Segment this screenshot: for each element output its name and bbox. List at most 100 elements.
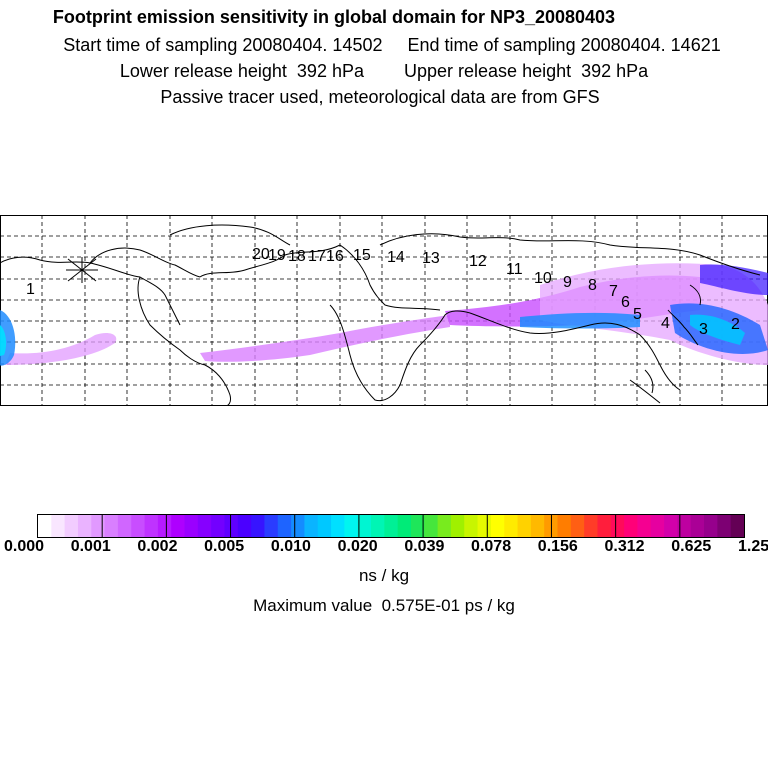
colorbar-cell [157, 515, 172, 537]
colorbar-cell [277, 515, 292, 537]
colorbar-tick-label: 0.002 [137, 538, 178, 555]
colorbar-cell [437, 515, 452, 537]
end-time: End time of sampling 20080404. 14621 [407, 35, 721, 55]
track-label: 18 [288, 248, 306, 265]
colorbar-cell [51, 515, 66, 537]
colorbar-tick-label: 0.625 [671, 538, 712, 555]
track-label: 19 [268, 247, 286, 264]
colorbar [37, 514, 745, 538]
colorbar-cell [450, 515, 465, 537]
colorbar-cell [291, 515, 306, 537]
colorbar-cell [344, 515, 359, 537]
colorbar-tick-label: 0.010 [270, 538, 311, 555]
colorbar-cell [317, 515, 332, 537]
tracer-note: Passive tracer used, meteorological data… [160, 87, 600, 107]
track-label: 7 [609, 283, 618, 300]
colorbar-cell [610, 515, 625, 537]
upper-release-height: Upper release height 392 hPa [404, 61, 649, 81]
colorbar-cell [104, 515, 119, 537]
track-label: 16 [326, 248, 344, 265]
track-label: 15 [353, 247, 371, 264]
colorbar-cell [184, 515, 199, 537]
colorbar-cell [251, 515, 266, 537]
colorbar-cell [424, 515, 439, 537]
track-label: 12 [469, 253, 487, 270]
emission-plume [0, 263, 768, 366]
colorbar-cell [557, 515, 572, 537]
colorbar-cell [197, 515, 212, 537]
colorbar-cell [264, 515, 279, 537]
colorbar-cell [597, 515, 612, 537]
colorbar-cell [91, 515, 106, 537]
track-label: 4 [661, 315, 670, 332]
colorbar-tick-label: 0.020 [337, 538, 378, 555]
colorbar-cell [584, 515, 599, 537]
colorbar-cell [64, 515, 79, 537]
sampling-times: Start time of sampling 20080404. 14502 E… [8, 34, 768, 56]
track-label: 8 [588, 277, 597, 294]
track-label: 10 [534, 270, 552, 287]
colorbar-cell [144, 515, 159, 537]
release-heights: Lower release height 392 hPa Upper relea… [0, 60, 768, 82]
colorbar-ticks [101, 515, 681, 537]
colorbar-tick-label: 0.078 [471, 538, 512, 555]
track-label: 13 [422, 250, 440, 267]
colorbar-cell [410, 515, 425, 537]
world-map: 1 2 3 4 5 6 7 8 9 10 11 12 13 14 15 16 1… [0, 215, 768, 406]
colorbar-cell [211, 515, 226, 537]
track-label: 11 [506, 261, 523, 278]
track-label: 2 [731, 316, 740, 333]
colorbar-cell [730, 515, 745, 537]
trajectory-labels: 1 2 3 4 5 6 7 8 9 10 11 12 13 14 15 16 1… [26, 246, 740, 338]
colorbar-cell [371, 515, 385, 537]
colorbar-cell [464, 515, 479, 537]
start-time: Start time of sampling 20080404. 14502 [63, 35, 383, 55]
colorbar-cell [717, 515, 732, 537]
colorbar-cell [570, 515, 585, 537]
colorbar-tick-label: 0.005 [204, 538, 245, 555]
colorbar-tick-label: 0.312 [604, 538, 645, 555]
colorbar-cell [384, 515, 399, 537]
colorbar-cell [517, 515, 532, 537]
track-label: 17 [308, 248, 326, 265]
colorbar-tick-label: 0.039 [404, 538, 445, 555]
colorbar-cell [357, 515, 372, 537]
colorbar-cell [38, 515, 52, 537]
track-label: 3 [699, 321, 708, 338]
colorbar-cell [624, 515, 639, 537]
colorbar-cell [171, 515, 186, 537]
colorbar-tick-label: 0.000 [3, 538, 45, 555]
colorbar-cell [664, 515, 678, 537]
release-site-marker [66, 257, 98, 283]
colorbar-cell [530, 515, 545, 537]
plot-title: Footprint emission sensitivity in global… [52, 7, 616, 27]
colorbar-cell [650, 515, 665, 537]
colorbar-cell [677, 515, 692, 537]
colorbar-cell [690, 515, 705, 537]
colorbar-cell [304, 515, 319, 537]
colorbar-cell [504, 515, 519, 537]
units-label: ns / kg [358, 566, 410, 585]
colorbar-cell [637, 515, 652, 537]
track-label: 6 [621, 294, 630, 311]
colorbar-cell [237, 515, 252, 537]
colorbar-frame [37, 514, 745, 538]
colorbar-cell [477, 515, 492, 537]
colorbar-cell [331, 515, 345, 537]
colorbar-cell [117, 515, 132, 537]
track-label: 9 [563, 274, 572, 291]
colorbar-tick-label: 1.250 [737, 538, 768, 555]
track-label: 1 [26, 281, 35, 298]
colorbar-tick-label: 0.001 [70, 538, 111, 555]
colorbar-cell [490, 515, 505, 537]
colorbar-cell [397, 515, 412, 537]
lower-release-height: Lower release height 392 hPa [119, 61, 364, 81]
colorbar-cell [131, 515, 146, 537]
colorbar-cell [704, 515, 718, 537]
track-label: 20 [252, 246, 270, 263]
colorbar-cell [77, 515, 92, 537]
colorbar-tick-label: 0.156 [537, 538, 578, 555]
colorbar-cells [38, 515, 745, 537]
coastlines [0, 224, 761, 406]
track-label: 14 [387, 249, 405, 266]
